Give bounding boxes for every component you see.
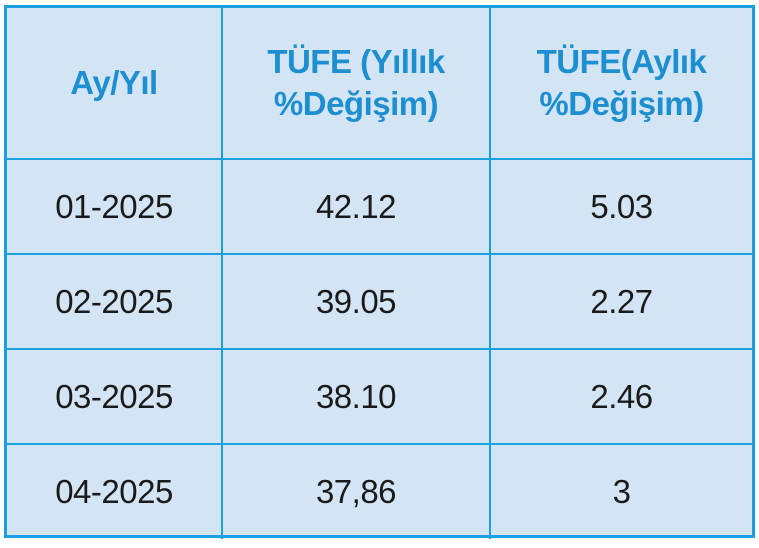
header-monthly-cpi-line1: TÜFE(Aylık — [536, 43, 707, 80]
header-monthly-cpi-line2: %Değişim) — [539, 85, 704, 122]
cpi-table: Ay/Yıl TÜFE (Yıllık %Değişim) TÜFE(Aylık… — [7, 8, 752, 539]
table-row: 02-2025 39.05 2.27 — [7, 253, 752, 350]
table-header-row: Ay/Yıl TÜFE (Yıllık %Değişim) TÜFE(Aylık… — [7, 8, 752, 160]
cell-annual-cpi: 37,86 — [221, 443, 491, 539]
cpi-table-frame: Ay/Yıl TÜFE (Yıllık %Değişim) TÜFE(Aylık… — [4, 5, 755, 539]
header-month-year: Ay/Yıl — [7, 8, 223, 160]
header-month-year-label: Ay/Yıl — [70, 64, 158, 101]
cell-annual-cpi: 38.10 — [221, 348, 491, 445]
cell-monthly-cpi: 2.46 — [489, 348, 752, 445]
table-row: 01-2025 42.12 5.03 — [7, 158, 752, 255]
cell-month-year: 03-2025 — [7, 348, 223, 445]
header-monthly-cpi: TÜFE(Aylık %Değişim) — [489, 8, 752, 160]
cell-month-year: 01-2025 — [7, 158, 223, 255]
cell-monthly-cpi: 2.27 — [489, 253, 752, 350]
cell-monthly-cpi: 5.03 — [489, 158, 752, 255]
cell-month-year: 02-2025 — [7, 253, 223, 350]
header-annual-cpi: TÜFE (Yıllık %Değişim) — [221, 8, 491, 160]
table-row: 04-2025 37,86 3 — [7, 443, 752, 539]
cell-annual-cpi: 42.12 — [221, 158, 491, 255]
table-row: 03-2025 38.10 2.46 — [7, 348, 752, 445]
header-annual-cpi-line1: TÜFE (Yıllık — [267, 43, 445, 80]
cell-annual-cpi: 39.05 — [221, 253, 491, 350]
cell-monthly-cpi: 3 — [489, 443, 752, 539]
cell-month-year: 04-2025 — [7, 443, 223, 539]
header-annual-cpi-line2: %Değişim) — [273, 85, 439, 122]
